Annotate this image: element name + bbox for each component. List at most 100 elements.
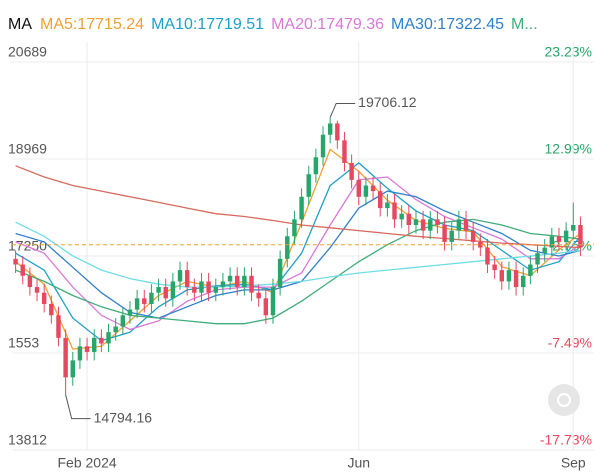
candle-body — [335, 123, 340, 141]
candle-body — [399, 213, 404, 220]
candle-body — [106, 332, 111, 344]
candle-body — [392, 202, 397, 220]
candle-body — [41, 292, 47, 304]
candle-body — [349, 162, 354, 180]
legend-entry: MA30:17322.45 — [391, 16, 504, 33]
candle-body — [242, 275, 247, 288]
candle-body — [413, 219, 419, 225]
candle-body — [56, 315, 61, 338]
candle-body — [299, 196, 304, 220]
candle-body — [213, 287, 218, 293]
candle-body — [385, 202, 390, 209]
annotation-label: 19706.12 — [358, 94, 417, 110]
legend-entry: MA5:17715.24 — [40, 16, 144, 33]
candle-body — [578, 224, 583, 248]
y2-tick-label: -7.49% — [548, 335, 592, 351]
candle-body — [192, 287, 197, 293]
candle-body — [313, 157, 319, 175]
candle-body — [499, 270, 504, 282]
candle-body — [370, 185, 376, 192]
ma-line — [15, 162, 581, 342]
candle-body — [227, 275, 233, 282]
candle-body — [478, 241, 483, 248]
candle-body — [170, 281, 176, 299]
candle-body — [134, 298, 140, 310]
button-icon — [557, 393, 571, 407]
x-tick-label: Feb 2024 — [57, 455, 116, 471]
candle-body — [163, 287, 168, 299]
y-tick-label: 13812 — [8, 432, 47, 448]
candle-body — [235, 275, 240, 288]
candle-body — [492, 264, 497, 271]
x-tick-label: Sep — [561, 455, 586, 471]
candle-body — [521, 275, 526, 288]
candle-body — [220, 281, 226, 288]
ma-line — [15, 221, 581, 288]
y2-tick-label: 23.23% — [545, 44, 592, 60]
annotation-line — [65, 394, 91, 420]
candle-body — [456, 219, 462, 231]
candle-body — [249, 275, 254, 293]
candle-body — [571, 224, 576, 231]
legend-entry: MA10:17719.51 — [151, 16, 264, 33]
candle-body — [470, 230, 476, 242]
candle-body — [70, 360, 75, 378]
candle-body — [542, 247, 547, 254]
candle-body — [84, 346, 90, 352]
candle-body — [420, 219, 426, 231]
y-tick-label: 1553 — [8, 335, 39, 351]
candle-body — [13, 258, 18, 265]
candle-body — [363, 185, 369, 197]
candle-body — [49, 303, 54, 316]
candle-body — [99, 337, 104, 344]
candle-body — [406, 213, 412, 225]
annotation-label: 14794.16 — [94, 409, 153, 425]
candle-body — [506, 270, 512, 282]
candle-body — [428, 219, 433, 231]
candle-body — [563, 230, 569, 242]
candle-body — [263, 298, 269, 316]
button-circle[interactable] — [548, 384, 580, 416]
legend-title: MA — [8, 16, 32, 33]
chart-button[interactable] — [548, 384, 580, 416]
candle-body — [435, 219, 440, 225]
legend-entry: MA20:17479.36 — [271, 16, 384, 33]
candle-body — [149, 292, 154, 304]
y-tick-label: 20689 — [8, 44, 47, 60]
candle-body — [449, 230, 454, 242]
candle-body — [34, 287, 40, 293]
candle-body — [528, 264, 533, 276]
candle-body — [270, 287, 276, 316]
candle-body — [463, 219, 469, 231]
candle-body — [549, 236, 555, 248]
legend-entry: M... — [511, 16, 538, 33]
candle-body — [306, 174, 311, 197]
candle-body — [378, 191, 383, 209]
candle-body — [535, 253, 540, 265]
candle-body — [156, 287, 161, 293]
candle-body — [113, 326, 118, 333]
candle-body — [77, 346, 83, 361]
candle-body — [27, 275, 33, 288]
x-tick-label: Jun — [347, 455, 370, 471]
candle-body — [256, 292, 261, 299]
annotation-line — [329, 102, 356, 118]
candle-body — [285, 236, 290, 259]
candle-body — [485, 247, 490, 265]
candle-body — [292, 219, 297, 237]
candle-body — [142, 298, 147, 304]
y2-tick-label: 12.99% — [545, 141, 592, 157]
candle-body — [513, 270, 519, 288]
candle-body — [327, 123, 333, 135]
candle-body — [342, 140, 347, 163]
candle-body — [442, 224, 447, 242]
y-tick-label: 18969 — [8, 141, 47, 157]
ma-line — [15, 176, 581, 331]
candle-body — [177, 270, 183, 282]
candle-body — [120, 315, 126, 327]
candle-body — [356, 179, 361, 197]
candle-body — [199, 281, 204, 293]
y2-tick-label: -17.73% — [540, 432, 592, 448]
